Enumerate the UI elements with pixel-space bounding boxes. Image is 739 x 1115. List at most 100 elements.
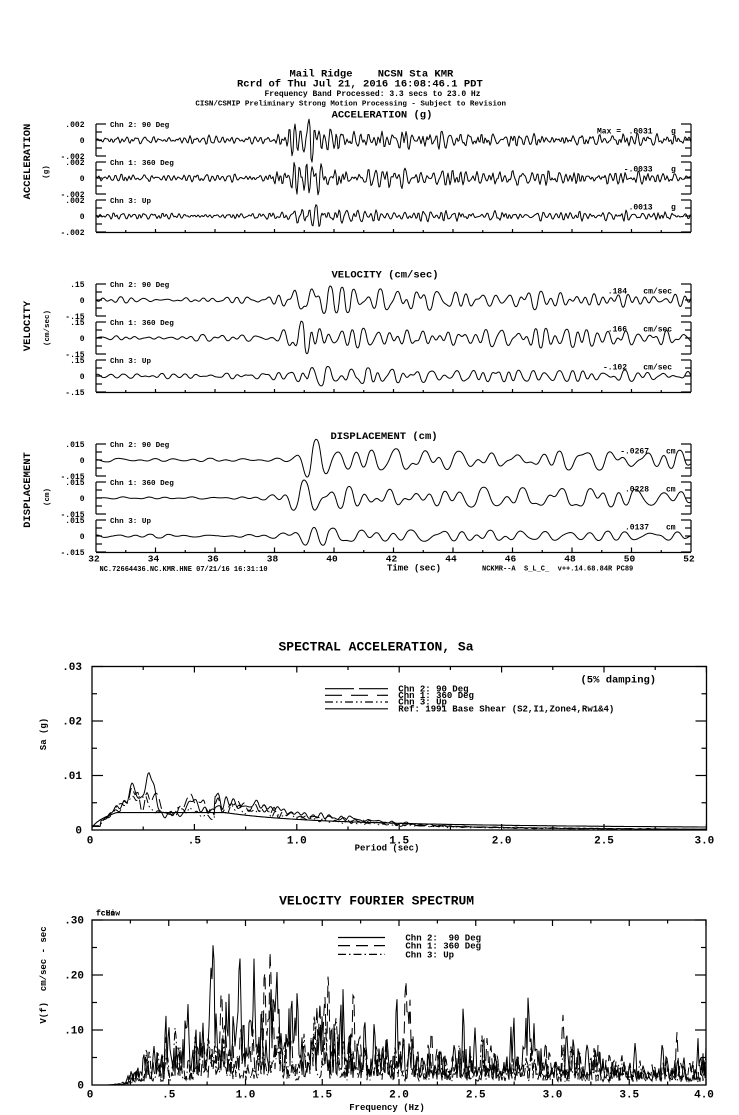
svg-text:.166: .166 [608,326,627,335]
svg-text:0: 0 [77,1081,84,1093]
svg-text:3.5: 3.5 [619,1090,639,1102]
svg-text:-.015: -.015 [60,473,84,482]
svg-text:44: 44 [445,554,457,565]
svg-text:-.15: -.15 [65,313,84,322]
svg-text:1.0: 1.0 [236,1090,256,1102]
svg-text:-.002: -.002 [60,153,84,162]
svg-text:Chn 2: 90 Deg: Chn 2: 90 Deg [110,282,170,290]
svg-text:1.5: 1.5 [389,836,409,848]
svg-text:.002: .002 [65,121,84,130]
svg-text:0: 0 [80,213,85,222]
svg-text:2.5: 2.5 [594,836,614,848]
svg-text:0: 0 [80,297,85,306]
svg-text:0: 0 [80,335,85,344]
svg-text:.02: .02 [62,717,82,729]
svg-text:52: 52 [683,554,695,565]
svg-text:Chn 3: Up: Chn 3: Up [110,518,151,526]
svg-text:-.15: -.15 [65,351,84,360]
svg-text:Chn 2: 90 Deg: Chn 2: 90 Deg [110,122,170,130]
svg-text:.03: .03 [62,662,82,674]
svg-text:Chn 3: Up: Chn 3: Up [398,698,447,708]
svg-text:SPECTRAL ACCELERATION, Sa: SPECTRAL ACCELERATION, Sa [278,640,473,655]
svg-text:.0137: .0137 [625,524,649,533]
svg-text:46: 46 [505,554,517,565]
svg-text:cm/sec: cm/sec [643,288,672,297]
svg-text:Frequency (Hz): Frequency (Hz) [349,1103,425,1113]
svg-text:.20: .20 [64,971,84,983]
svg-text:0: 0 [75,826,82,838]
svg-text:cm/sec: cm/sec [643,364,672,373]
svg-text:Chn 2: 90 Deg: Chn 2: 90 Deg [398,684,468,694]
svg-text:0: 0 [87,836,94,848]
svg-text:42: 42 [386,554,398,565]
svg-text:3.0: 3.0 [543,1090,563,1102]
svg-text:cm: cm [666,448,676,457]
svg-text:32: 32 [88,554,100,565]
svg-text:.30: .30 [64,916,84,928]
svg-text:(cm): (cm) [44,488,52,506]
svg-text:36: 36 [207,554,219,565]
svg-text:ACCELERATION: ACCELERATION [22,124,34,200]
svg-text:-.102: -.102 [603,364,627,373]
svg-text:(cm/sec): (cm/sec) [44,310,52,346]
svg-text:-.015: -.015 [60,549,84,558]
svg-text:38: 38 [267,554,279,565]
svg-text:48: 48 [564,554,576,565]
svg-text:2.0: 2.0 [492,836,512,848]
svg-text:Frequency Band Processed: 3.3: Frequency Band Processed: 3.3 secs to 23… [265,90,481,99]
svg-text:Chn 1: 360 Deg: Chn 1: 360 Deg [110,160,174,168]
svg-text:.002: .002 [65,159,84,168]
svg-text:Period (sec): Period (sec) [355,844,420,854]
svg-text:3.0: 3.0 [694,836,714,848]
svg-text:.015: .015 [65,479,84,488]
svg-text:Max =: Max = [597,128,621,137]
svg-text:.5: .5 [188,836,202,848]
svg-text:.15: .15 [70,319,85,328]
svg-text:g: g [671,128,676,137]
svg-text:fcLow: fcLow [96,910,120,919]
svg-text:.10: .10 [64,1026,84,1038]
svg-text:NC.72664436.NC.KMR.HNE 07/21/1: NC.72664436.NC.KMR.HNE 07/21/16 16:31:10 [100,566,268,574]
svg-text:Rcrd of Thu Jul 21, 2016 16:08: Rcrd of Thu Jul 21, 2016 16:08:46.1 PDT [237,79,483,91]
svg-text:-.0033: -.0033 [624,166,653,175]
svg-text:Chn 1: 360 Deg: Chn 1: 360 Deg [110,480,174,488]
svg-text:VELOCITY (cm/sec): VELOCITY (cm/sec) [331,270,438,282]
svg-text:0: 0 [80,137,85,146]
svg-text:.184: .184 [608,288,627,297]
svg-text:Sa (g): Sa (g) [39,718,49,750]
svg-text:-.0267: -.0267 [620,448,649,457]
svg-text:ACCELERATION (g): ACCELERATION (g) [332,110,433,122]
svg-text:g: g [671,204,676,213]
svg-text:g: g [671,166,676,175]
svg-text:.15: .15 [70,281,85,290]
svg-text:.015: .015 [65,517,84,526]
svg-text:NCKMR--A S_L_C_ v++.14.68.84: NCKMR--A S_L_C_ v++.14.68.84R PC89 [482,566,633,574]
svg-text:(5% damping): (5% damping) [581,675,657,687]
svg-text:Time (sec): Time (sec) [387,564,441,574]
svg-text:0: 0 [80,533,85,542]
svg-text:.15: .15 [70,357,85,366]
svg-text:CISN/CSMIP Preliminary Strong: CISN/CSMIP Preliminary Strong Motion Pro… [195,100,506,108]
svg-text:2.5: 2.5 [466,1090,486,1102]
svg-text:Ref: 1991 Base Shear (S2,I1,Zo: Ref: 1991 Base Shear (S2,I1,Zone4,Rw1&4) [398,704,614,714]
svg-text:cm: cm [666,486,676,495]
svg-text:0: 0 [80,175,85,184]
svg-text:V(f) cm/sec - sec: V(f) cm/sec - sec [39,926,49,1023]
svg-text:40: 40 [326,554,338,565]
svg-text:0: 0 [87,1090,94,1102]
svg-text:VELOCITY FOURIER SPECTRUM: VELOCITY FOURIER SPECTRUM [279,894,474,909]
svg-text:Chn 3: Up: Chn 3: Up [110,198,151,206]
svg-text:Chn 1: 360 Deg: Chn 1: 360 Deg [405,942,481,952]
svg-text:Chn 2: 90 Deg: Chn 2: 90 Deg [110,442,170,450]
svg-text:.01: .01 [62,771,82,783]
svg-text:fcHi: fcHi [96,910,115,919]
svg-text:0: 0 [80,373,85,382]
svg-text:Chn 1: 360 Deg: Chn 1: 360 Deg [110,320,174,328]
svg-text:-.002: -.002 [60,191,84,200]
svg-text:1.5: 1.5 [312,1090,332,1102]
svg-text:.015: .015 [65,441,84,450]
svg-text:(g): (g) [43,165,51,179]
svg-text:cm/sec: cm/sec [643,326,672,335]
svg-text:.0031: .0031 [629,128,653,137]
svg-text:Chn 2: 90 Deg: Chn 2: 90 Deg [405,934,481,944]
